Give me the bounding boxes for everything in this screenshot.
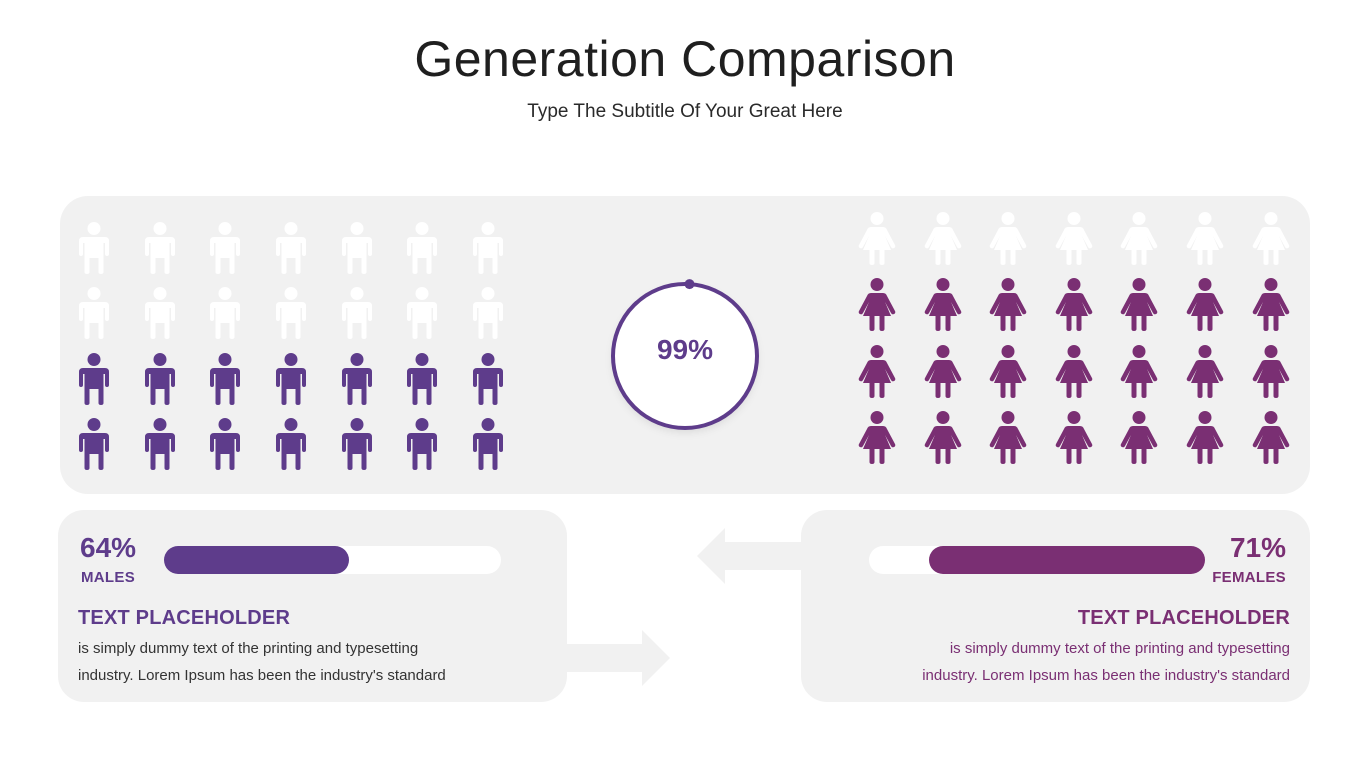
male-person-icon bbox=[209, 352, 241, 405]
females-progress-fill bbox=[929, 546, 1205, 574]
male-person-icon bbox=[406, 222, 438, 274]
male-person-icon bbox=[209, 222, 241, 274]
female-person-icon bbox=[1186, 212, 1224, 265]
female-person-icon bbox=[924, 278, 962, 332]
males-card: 64% MALES TEXT PLACEHOLDER is simply dum… bbox=[58, 510, 567, 702]
female-person-icon bbox=[924, 344, 962, 398]
male-person-icon bbox=[472, 352, 504, 405]
males-label: MALES bbox=[81, 569, 135, 586]
male-person-icon bbox=[78, 352, 110, 405]
male-person-icon bbox=[472, 417, 504, 470]
female-person-icon bbox=[924, 212, 962, 265]
males-progress-track bbox=[164, 546, 501, 574]
center-percent: 99% bbox=[656, 334, 714, 365]
arrow-left-icon bbox=[697, 528, 803, 584]
female-person-icon bbox=[924, 410, 962, 464]
male-person-icon bbox=[78, 222, 110, 274]
male-person-icon bbox=[78, 287, 110, 340]
ring-knob bbox=[684, 279, 695, 290]
male-person-icon bbox=[209, 417, 241, 470]
female-person-icon bbox=[1055, 212, 1093, 265]
females-icon-grid bbox=[858, 212, 1290, 464]
male-person-icon bbox=[144, 352, 176, 405]
male-person-icon bbox=[209, 287, 241, 340]
female-person-icon bbox=[1055, 344, 1093, 398]
male-person-icon bbox=[406, 417, 438, 470]
ring-svg bbox=[611, 279, 759, 430]
male-person-icon bbox=[341, 417, 373, 470]
female-person-icon bbox=[1252, 212, 1290, 265]
female-person-icon bbox=[1252, 410, 1290, 464]
males-heading: TEXT PLACEHOLDER bbox=[78, 607, 291, 629]
females-percent: 71% bbox=[1229, 532, 1286, 563]
males-body-line-2: industry. Lorem Ipsum has been the indus… bbox=[78, 667, 446, 684]
male-person-icon bbox=[275, 222, 307, 274]
female-person-icon bbox=[1120, 344, 1158, 398]
female-person-icon bbox=[1252, 344, 1290, 398]
males-progress-fill bbox=[164, 546, 350, 574]
male-person-icon bbox=[275, 417, 307, 470]
females-body-line-2: industry. Lorem Ipsum has been the indus… bbox=[922, 667, 1290, 684]
male-person-icon bbox=[275, 352, 307, 405]
male-person-icon bbox=[472, 287, 504, 340]
arrow-right-icon bbox=[566, 630, 670, 686]
female-person-icon bbox=[858, 410, 896, 464]
female-person-icon bbox=[989, 344, 1027, 398]
female-person-icon bbox=[1055, 278, 1093, 332]
male-person-icon bbox=[144, 417, 176, 470]
male-person-icon bbox=[144, 222, 176, 274]
ring-background bbox=[614, 285, 756, 427]
page-title: Generation Comparison bbox=[414, 31, 956, 87]
females-card: 71% FEMALES TEXT PLACEHOLDER is simply d… bbox=[801, 510, 1310, 702]
male-person-icon bbox=[341, 287, 373, 340]
females-heading: TEXT PLACEHOLDER bbox=[1077, 607, 1290, 629]
female-person-icon bbox=[989, 212, 1027, 265]
females-label: FEMALES bbox=[1212, 569, 1286, 586]
male-person-icon bbox=[406, 287, 438, 340]
page-subtitle: Type The Subtitle Of Your Great Here bbox=[527, 101, 843, 122]
male-person-icon bbox=[341, 222, 373, 274]
male-person-icon bbox=[144, 287, 176, 340]
male-person-icon bbox=[275, 287, 307, 340]
female-person-icon bbox=[1252, 278, 1290, 332]
female-person-icon bbox=[989, 278, 1027, 332]
female-person-icon bbox=[989, 410, 1027, 464]
female-person-icon bbox=[1055, 410, 1093, 464]
female-person-icon bbox=[858, 212, 896, 265]
male-person-icon bbox=[406, 352, 438, 405]
male-person-icon bbox=[472, 222, 504, 274]
males-icon-grid bbox=[78, 222, 504, 470]
female-person-icon bbox=[858, 278, 896, 332]
female-person-icon bbox=[858, 344, 896, 398]
female-person-icon bbox=[1120, 410, 1158, 464]
female-person-icon bbox=[1120, 212, 1158, 265]
male-person-icon bbox=[78, 417, 110, 470]
males-percent: 64% bbox=[80, 532, 137, 563]
female-person-icon bbox=[1186, 278, 1224, 332]
male-person-icon bbox=[341, 352, 373, 405]
females-body-line-1: is simply dummy text of the printing and… bbox=[949, 640, 1290, 657]
center-progress-ring: 99% bbox=[606, 277, 764, 435]
female-person-icon bbox=[1186, 410, 1224, 464]
females-progress-track bbox=[869, 546, 1205, 574]
males-body-line-1: is simply dummy text of the printing and… bbox=[78, 640, 419, 657]
female-person-icon bbox=[1120, 278, 1158, 332]
female-person-icon bbox=[1186, 344, 1224, 398]
